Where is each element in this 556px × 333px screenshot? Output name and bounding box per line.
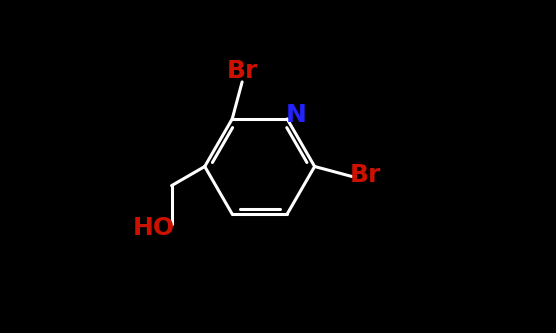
Text: N: N — [286, 103, 307, 127]
Text: Br: Br — [227, 59, 259, 83]
Text: Br: Br — [349, 163, 381, 187]
Text: HO: HO — [133, 216, 175, 240]
